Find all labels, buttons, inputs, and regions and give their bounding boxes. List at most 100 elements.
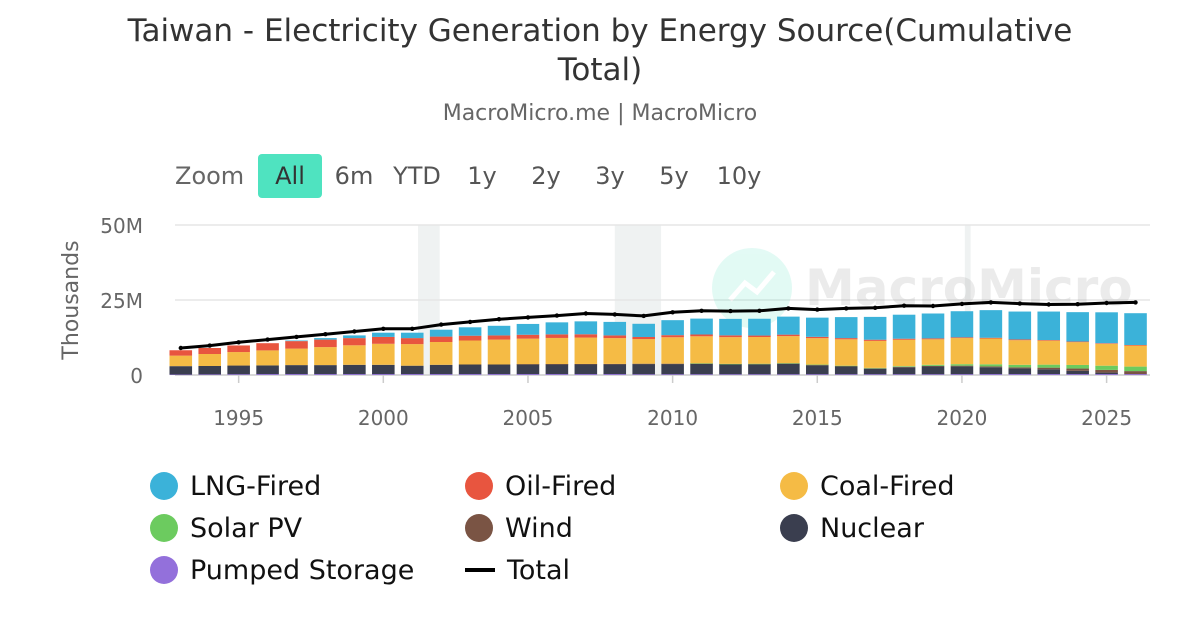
legend-item-oil[interactable]: Oil-Fired — [465, 469, 616, 503]
bar-oil — [285, 341, 308, 349]
bar-solar — [863, 367, 887, 369]
zoom-1y-button[interactable]: 1y — [467, 162, 497, 190]
total-point — [757, 308, 762, 313]
zoom-3y-button[interactable]: 3y — [595, 162, 625, 190]
legend-item-wind[interactable]: Wind — [465, 511, 573, 545]
zoom-label: Zoom — [175, 162, 245, 190]
legend-marker-icon — [150, 514, 178, 542]
bar-lng — [777, 316, 800, 335]
bar-pumped — [314, 374, 337, 375]
bar-oil — [574, 334, 598, 338]
bar-solar — [1037, 364, 1061, 368]
bar-lng — [806, 317, 829, 337]
x-tick-label: 2020 — [936, 406, 987, 430]
bar-coal — [921, 339, 945, 365]
bars — [169, 310, 1147, 376]
bar-pumped — [863, 374, 887, 375]
legend-marker-icon — [150, 472, 178, 500]
zoom-5y-button[interactable]: 5y — [659, 162, 689, 190]
legend-item-solar[interactable]: Solar PV — [150, 511, 302, 545]
total-point — [1133, 300, 1138, 305]
bar-solar — [748, 363, 771, 365]
bar-wind — [1095, 369, 1118, 373]
zoom-ytd-button[interactable]: YTD — [393, 162, 441, 190]
bar-oil — [863, 339, 887, 341]
bar-nuclear — [516, 364, 540, 375]
bar-lng — [545, 322, 569, 335]
bar-nuclear — [632, 364, 655, 375]
bar-coal — [198, 354, 222, 366]
bar-solar — [921, 364, 945, 366]
bar-nuclear — [719, 364, 742, 375]
legend-item-pumped[interactable]: Pumped Storage — [150, 553, 414, 587]
total-point — [583, 311, 589, 316]
bar-nuclear — [690, 363, 713, 375]
bar-pumped — [777, 374, 800, 375]
bar-solar — [834, 365, 858, 367]
bar-nuclear — [198, 366, 222, 375]
bar-nuclear — [921, 366, 945, 375]
bar-lng — [863, 316, 887, 340]
total-point — [381, 326, 386, 331]
legend-item-total[interactable]: Total — [465, 553, 570, 587]
x-tick-label: 2010 — [647, 406, 698, 430]
bar-pumped — [545, 374, 569, 375]
bar-oil — [372, 336, 395, 344]
legend-marker-icon — [150, 556, 178, 584]
bar-nuclear — [487, 364, 511, 375]
bar-pumped — [1008, 374, 1032, 375]
x-tick-label: 2000 — [358, 406, 409, 430]
bar-nuclear — [661, 364, 684, 375]
legend-label: Wind — [505, 512, 573, 544]
bar-pumped — [256, 374, 279, 375]
bar-nuclear — [1095, 372, 1118, 375]
legend-marker-icon — [780, 514, 808, 542]
zoom-6m-button[interactable]: 6m — [334, 162, 374, 190]
total-point — [959, 301, 965, 307]
legend-label: Coal-Fired — [820, 470, 955, 502]
zoom-2y-button[interactable]: 2y — [531, 162, 561, 190]
bar-pumped — [921, 374, 945, 375]
bar-oil — [950, 337, 974, 339]
bar-pumped — [748, 374, 771, 375]
bar-nuclear — [227, 365, 250, 375]
y-tick-label: 0 — [130, 364, 143, 388]
total-point — [236, 340, 241, 345]
bar-lng — [1095, 312, 1118, 344]
bar-nuclear — [400, 365, 424, 375]
bar-pumped — [1095, 374, 1118, 375]
bar-nuclear — [1037, 369, 1061, 375]
bar-oil — [198, 348, 222, 354]
bar-coal — [487, 339, 511, 365]
total-point — [1075, 302, 1080, 307]
bar-coal — [719, 337, 742, 364]
bar-lng — [1066, 312, 1089, 342]
bar-solar — [1124, 366, 1147, 372]
bar-coal — [343, 345, 366, 365]
bar-lng — [574, 321, 598, 335]
zoom-10y-button[interactable]: 10y — [716, 162, 762, 190]
y-tick-label: 50M — [100, 214, 143, 238]
legend-item-lng[interactable]: LNG-Fired — [150, 469, 321, 503]
legend-item-coal[interactable]: Coal-Fired — [780, 469, 955, 503]
bar-coal — [777, 336, 800, 364]
bar-nuclear — [777, 363, 800, 375]
legend-marker-icon — [780, 472, 808, 500]
legend-item-nuclear[interactable]: Nuclear — [780, 511, 924, 545]
zoom-all-button[interactable]: All — [258, 154, 322, 198]
bar-coal — [400, 344, 424, 366]
bar-nuclear — [429, 364, 453, 375]
bar-solar — [1066, 364, 1089, 369]
total-point — [554, 313, 560, 318]
bar-wind — [834, 365, 858, 367]
bar-coal — [1008, 340, 1032, 365]
bar-solar — [950, 364, 974, 366]
y-tick-label: 25M — [100, 289, 143, 313]
bar-pumped — [979, 374, 1003, 375]
bar-lng — [603, 321, 627, 336]
bar-nuclear — [545, 364, 569, 375]
y-axis-ticks: 0 25M 50M — [100, 214, 143, 388]
bar-oil — [777, 334, 800, 337]
bar-lng — [661, 320, 684, 336]
